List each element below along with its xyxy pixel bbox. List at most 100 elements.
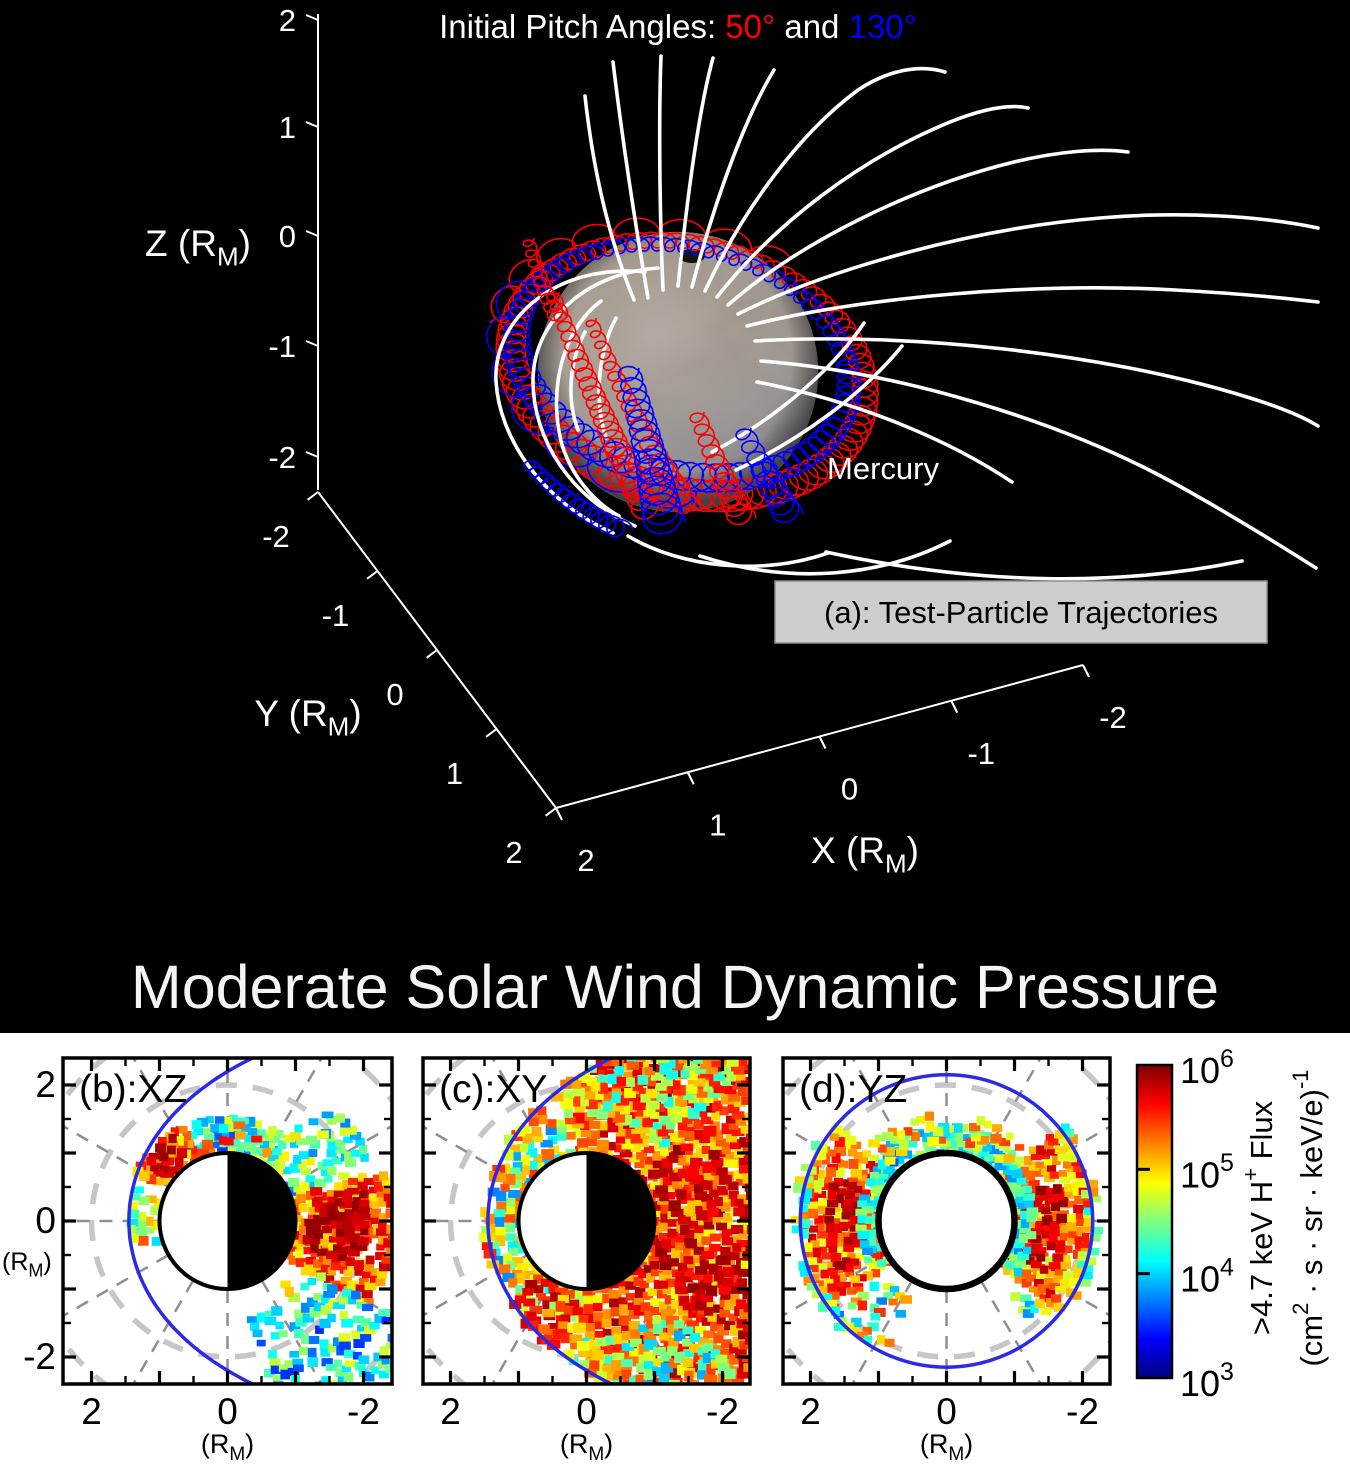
flux-pixel (872, 1166, 881, 1174)
flux-pixel (622, 1115, 632, 1126)
flux-pixel (526, 1311, 536, 1322)
flux-pixel (701, 1193, 713, 1202)
flux-pixel (381, 1177, 392, 1186)
flux-pixel (351, 1290, 361, 1300)
flux-pixel (298, 1203, 308, 1212)
flux-pixel (546, 1119, 557, 1129)
flux-pixel (865, 1161, 876, 1169)
flux-pixel (859, 1240, 870, 1249)
flux-pixel (1074, 1236, 1083, 1245)
flux-pixel (643, 1265, 655, 1273)
flux-pixel (294, 1309, 306, 1319)
flux-pixel (1019, 1223, 1031, 1234)
flux-pixel (1026, 1207, 1039, 1217)
flux-pixel (296, 1194, 306, 1204)
flux-pixel (355, 1244, 368, 1251)
flux-pixel (953, 1131, 963, 1142)
flux-pixel (833, 1167, 845, 1178)
heatmap-panel-xz: 2 0 -2(RM)20-2(RM) (2, 1056, 394, 1465)
flux-pixel (320, 1264, 331, 1275)
flux-pixel (378, 1309, 390, 1317)
flux-pixel (542, 1296, 555, 1305)
flux-pixel (700, 1294, 714, 1303)
flux-pixel (313, 1259, 323, 1268)
flux-pixel (703, 1095, 714, 1103)
flux-pixel (548, 1323, 560, 1332)
flux-pixel (481, 1226, 491, 1235)
x-tick-label: -2 (706, 1391, 739, 1432)
flux-pixel (1048, 1262, 1061, 1270)
flux-pixel (313, 1229, 324, 1239)
flux-pixel (323, 1291, 336, 1298)
flux-pixel (883, 1292, 894, 1301)
flux-pixel (1065, 1200, 1077, 1208)
flux-pixel (511, 1257, 524, 1268)
flux-pixel (368, 1194, 378, 1202)
flux-pixel (658, 1373, 670, 1384)
flux-pixel (1058, 1197, 1068, 1207)
flux-pixel (1060, 1260, 1071, 1270)
flux-pixel (298, 1346, 308, 1356)
flux-pixel (799, 1228, 809, 1239)
flux-pixel (831, 1203, 840, 1213)
flux-pixel (627, 1302, 639, 1311)
flux-pixel (640, 1093, 651, 1103)
flux-pixel (510, 1179, 522, 1189)
flux-pixel (480, 1207, 491, 1218)
flux-pixel (813, 1160, 822, 1168)
flux-pixel (644, 1067, 655, 1076)
flux-pixel (837, 1160, 849, 1169)
flux-pixel (840, 1232, 850, 1242)
flux-pixel (354, 1267, 364, 1276)
flux-pixel (908, 1139, 918, 1148)
flux-pixel (738, 1268, 750, 1277)
flux-pixel (682, 1267, 694, 1277)
flux-pixel (278, 1330, 288, 1337)
flux-pixel (1036, 1216, 1046, 1224)
flux-pixel (839, 1281, 851, 1289)
flux-pixel (733, 1065, 745, 1075)
flux-pixel (848, 1181, 857, 1190)
y-tick-label: 0 (386, 677, 403, 712)
flux-pixel (846, 1287, 857, 1295)
flux-pixel (677, 1196, 688, 1204)
flux-pixel (682, 1302, 695, 1311)
flux-pixel (351, 1330, 362, 1340)
flux-pixel (1033, 1203, 1045, 1213)
flux-pixel (664, 1295, 675, 1305)
flux-pixel (150, 1164, 159, 1172)
flux-pixel (341, 1319, 354, 1328)
flux-pixel (739, 1341, 750, 1350)
flux-pixel (583, 1295, 595, 1305)
flux-pixel (350, 1132, 362, 1140)
flux-pixel (855, 1208, 867, 1216)
flux-pixel (321, 1225, 332, 1234)
flux-pixel (625, 1293, 639, 1301)
flux-pixel (230, 1140, 241, 1148)
flux-pixel (1025, 1257, 1035, 1265)
x-tick-label: -1 (967, 736, 995, 771)
flux-pixel (736, 1059, 748, 1071)
flux-pixel (525, 1280, 538, 1289)
flux-pixel (250, 1322, 260, 1331)
flux-pixel (1053, 1273, 1064, 1283)
flux-pixel (661, 1158, 672, 1168)
flux-pixel (674, 1138, 686, 1148)
flux-pixel (731, 1225, 744, 1234)
flux-pixel (689, 1344, 702, 1353)
flux-pixel (726, 1058, 739, 1067)
flux-pixel (694, 1102, 707, 1112)
flux-pixel (730, 1366, 743, 1375)
flux-pixel (675, 1272, 685, 1283)
flux-pixel (999, 1173, 1009, 1180)
flux-pixel (580, 1128, 592, 1138)
flux-pixel (821, 1177, 833, 1184)
flux-pixel (217, 1146, 228, 1154)
flux-pixel (1012, 1219, 1024, 1229)
flux-pixel (688, 1095, 700, 1104)
flux-pixel (625, 1281, 636, 1290)
flux-pixel (727, 1102, 740, 1114)
flux-pixel (1011, 1156, 1024, 1165)
grid-spoke (63, 1219, 229, 1318)
